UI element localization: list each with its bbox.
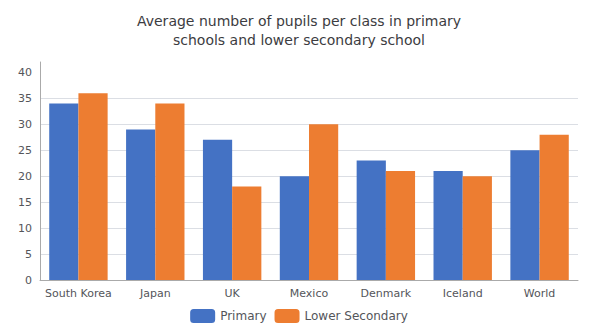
svg-text:20: 20 (18, 170, 32, 183)
svg-text:Iceland: Iceland (443, 287, 483, 300)
svg-text:Lower Secondary: Lower Secondary (305, 309, 408, 323)
svg-text:World: World (524, 287, 556, 300)
svg-text:South Korea: South Korea (45, 287, 112, 300)
svg-text:15: 15 (18, 196, 32, 209)
svg-text:0: 0 (25, 274, 32, 287)
svg-text:Japan: Japan (139, 287, 171, 300)
svg-text:40: 40 (18, 66, 32, 79)
svg-text:Denmark: Denmark (361, 287, 412, 300)
svg-text:25: 25 (18, 144, 32, 157)
svg-text:Mexico: Mexico (290, 287, 329, 300)
svg-text:10: 10 (18, 222, 32, 235)
svg-text:5: 5 (25, 248, 32, 261)
svg-text:UK: UK (225, 287, 241, 300)
svg-text:Average number of pupils per c: Average number of pupils per class in pr… (137, 13, 461, 29)
svg-text:schools and lower secondary sc: schools and lower secondary school (173, 32, 425, 48)
svg-text:30: 30 (18, 118, 32, 131)
svg-text:35: 35 (18, 92, 32, 105)
svg-text:Primary: Primary (220, 309, 266, 323)
